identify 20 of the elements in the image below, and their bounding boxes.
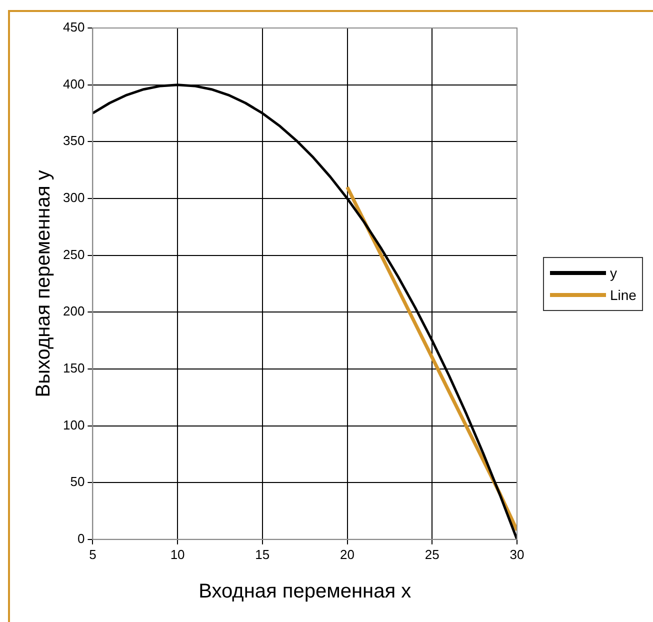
y-tick-label: 350 <box>62 133 85 148</box>
x-tick-label: 5 <box>89 546 96 562</box>
y-tick-label: 100 <box>62 417 85 432</box>
legend-label: Line <box>610 287 636 303</box>
y-tick-label: 200 <box>62 304 85 319</box>
y-tick-label: 300 <box>62 190 85 206</box>
y-tick-label: 150 <box>62 360 85 376</box>
y-tick-label: 50 <box>70 474 85 490</box>
x-tick-label: 25 <box>424 546 440 562</box>
x-axis-title: Входная переменная x <box>198 580 412 603</box>
legend-label: y <box>610 265 617 281</box>
x-tick-label: 30 <box>510 546 524 562</box>
x-tick-label: 10 <box>170 546 185 562</box>
y-tick-label: 0 <box>77 530 85 546</box>
x-tick-label: 15 <box>255 546 270 562</box>
y-axis-title: Выходная переменная y <box>32 170 55 398</box>
y-tick-label: 450 <box>62 20 85 35</box>
x-tick-label: 20 <box>340 546 355 562</box>
y-tick-label: 250 <box>62 246 85 262</box>
y-tick-label: 400 <box>62 76 85 92</box>
